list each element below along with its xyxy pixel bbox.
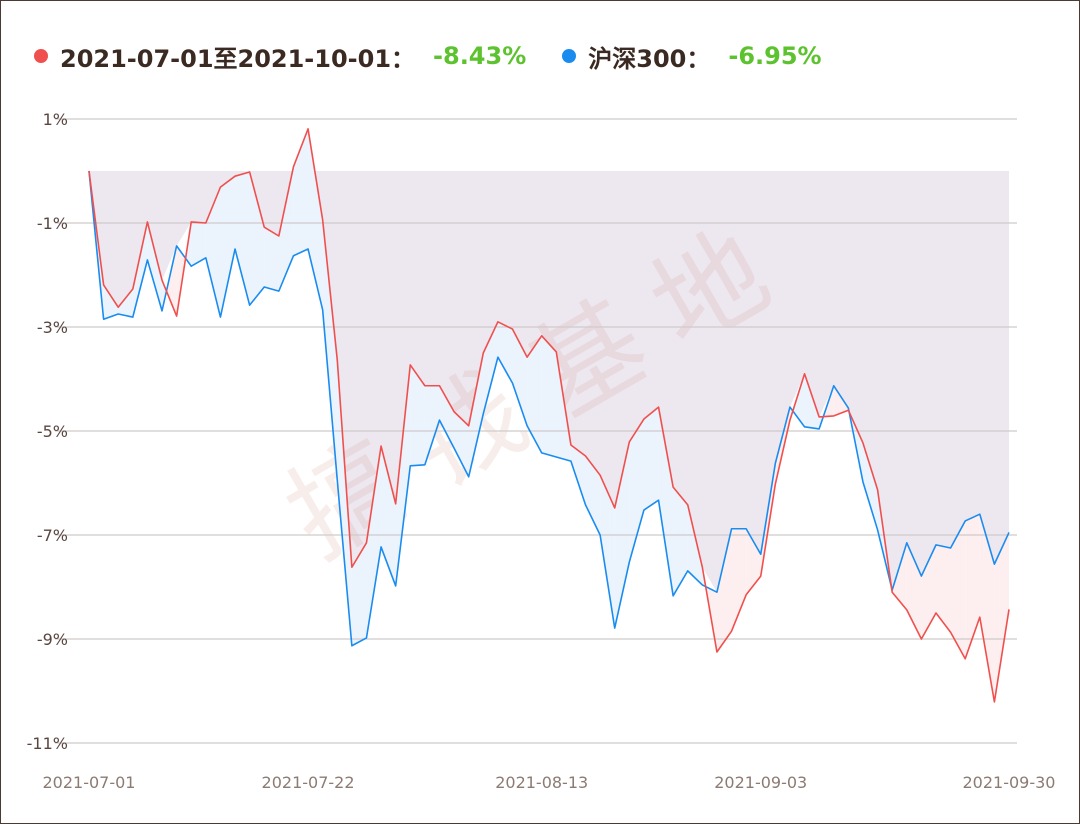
difference-fill: [103, 284, 119, 320]
difference-fill: [643, 407, 659, 511]
difference-fill: [351, 542, 367, 646]
difference-fill: [862, 442, 878, 530]
difference-fill: [892, 542, 907, 610]
y-tick-label: -5%: [37, 422, 68, 441]
difference-fill: [600, 475, 615, 629]
difference-fill: [454, 411, 469, 477]
difference-fill: [322, 219, 338, 480]
x-tick-label: 2021-08-13: [495, 773, 588, 792]
difference-fill: [585, 455, 601, 535]
y-tick-label: -1%: [37, 214, 68, 233]
difference-fill: [381, 446, 396, 586]
y-tick-label: -7%: [37, 526, 68, 545]
x-tick-label: 2021-07-22: [262, 773, 355, 792]
difference-fill: [264, 227, 279, 292]
difference-fill: [935, 544, 951, 633]
difference-fill: [950, 520, 966, 659]
x-tick-label: 2021-09-03: [714, 773, 807, 792]
difference-fill: [512, 329, 528, 426]
difference-fill: [205, 187, 221, 318]
legend-dot-fund: [34, 49, 48, 63]
difference-fill: [132, 221, 148, 318]
legend-value-fund: -8.43%: [433, 42, 527, 70]
difference-fill: [833, 385, 849, 416]
difference-fill: [308, 128, 323, 310]
difference-fill: [410, 364, 425, 466]
difference-fill: [673, 487, 688, 596]
difference-fill: [249, 172, 265, 306]
difference-fill: [439, 385, 455, 449]
difference-fill: [906, 542, 922, 639]
difference-fill: [746, 528, 761, 595]
difference-fill: [731, 528, 747, 632]
x-tick-label: 2021-09-30: [963, 773, 1056, 792]
difference-fill: [366, 446, 382, 638]
difference-fill: [424, 385, 440, 465]
difference-fill: [570, 445, 586, 505]
difference-fill: [716, 528, 732, 652]
difference-fill: [118, 289, 133, 318]
y-tick-label: 1%: [43, 110, 68, 129]
difference-fill: [191, 221, 206, 267]
difference-fill: [147, 221, 163, 311]
difference-fill: [629, 419, 644, 563]
difference-fill: [278, 166, 294, 292]
y-tick-label: -11%: [27, 734, 68, 753]
difference-fill: [792, 373, 805, 427]
difference-fill: [994, 532, 1009, 702]
difference-fill: [760, 463, 776, 577]
difference-fill: [497, 321, 513, 384]
y-tick-label: -9%: [37, 630, 68, 649]
y-tick-label: -3%: [37, 318, 68, 337]
legend-dot-index: [562, 49, 577, 63]
difference-fill: [687, 504, 703, 585]
difference-fill: [804, 373, 820, 429]
difference-fill: [658, 407, 674, 596]
difference-fill: [220, 176, 236, 318]
difference-fill: [293, 128, 309, 256]
difference-fill: [395, 364, 411, 586]
difference-fill: [235, 172, 250, 306]
x-tick-label: 2021-07-01: [43, 773, 136, 792]
index-return-line: [88, 170, 1010, 647]
legend: 2021-07-01至2021-10-01： -8.43% 沪深300： -6.…: [34, 36, 858, 76]
difference-fill: [166, 245, 177, 317]
fund-return-line: [88, 128, 1010, 703]
legend-label-index: 沪深300：: [588, 44, 711, 73]
difference-fill: [483, 321, 498, 414]
legend-label-fund: 2021-07-01至2021-10-01：: [60, 44, 416, 73]
difference-fill: [468, 353, 484, 477]
difference-fill: [541, 335, 557, 457]
difference-fill: [965, 514, 980, 659]
difference-fill: [527, 335, 542, 453]
difference-fill: [979, 514, 995, 702]
legend-value-index: -6.95%: [728, 42, 822, 70]
